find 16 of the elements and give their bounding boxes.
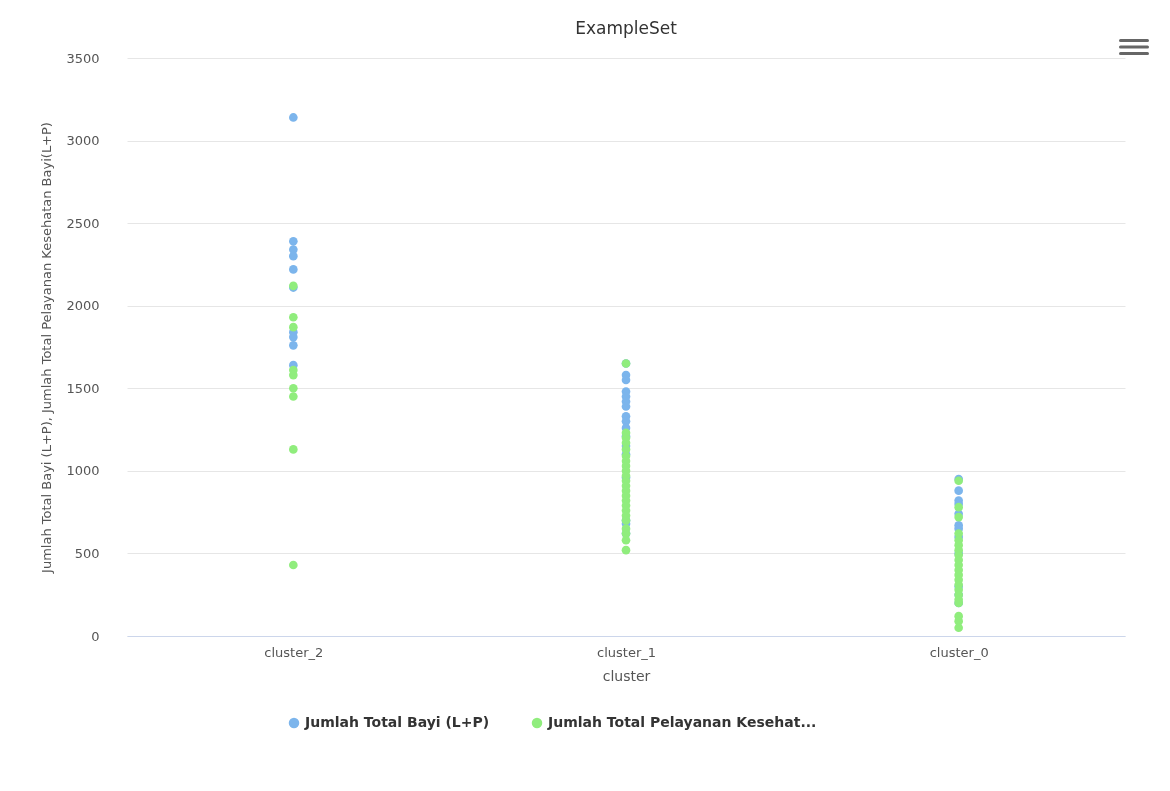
y-tick-label: 3500 <box>66 50 100 66</box>
y-tick-label: 500 <box>74 545 100 561</box>
y-tick-label: 2000 <box>66 298 100 314</box>
y-tick-label: 3000 <box>66 133 100 149</box>
legend-label: Jumlah Total Pelayanan Kesehat... <box>547 714 817 730</box>
x-tick-label: cluster_0 <box>929 644 989 660</box>
y-axis-title: Jumlah Total Bayi (L+P), Jumlah Total Pelayanan Kesehatan Bayi(L+P) <box>39 122 55 574</box>
legend-label: Jumlah Total Bayi (L+P) <box>304 714 490 730</box>
chart-title: ExampleSet <box>575 18 678 38</box>
x-axis-title: cluster <box>602 667 651 684</box>
y-tick-label: 0 <box>91 628 100 644</box>
y-tick-label: 1000 <box>66 463 100 479</box>
x-tick-label: cluster_1 <box>597 644 656 660</box>
y-tick-label: 2500 <box>66 215 100 231</box>
y-tick-label: 1500 <box>66 380 100 396</box>
x-tick-label: cluster_2 <box>264 644 324 660</box>
